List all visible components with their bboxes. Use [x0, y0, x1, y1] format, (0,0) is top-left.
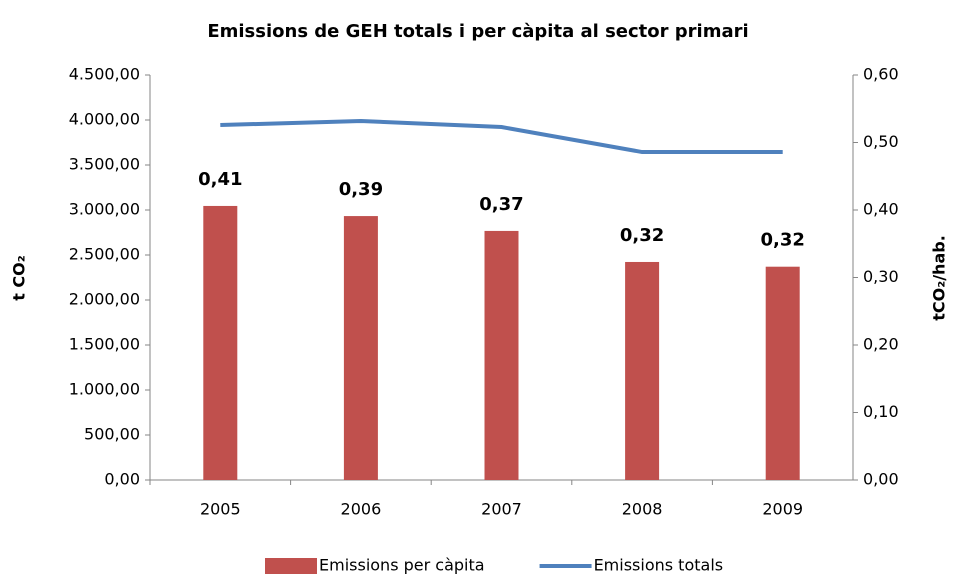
- y-tick-label: 3.000,00: [69, 200, 140, 219]
- bar: [625, 261, 660, 480]
- x-tick-label: 2005: [200, 500, 241, 519]
- y-tick-label: 1.000,00: [69, 380, 140, 399]
- y-tick-label: 0,00: [104, 470, 140, 489]
- y-tick-label: 2.500,00: [69, 245, 140, 264]
- y-tick-label: 1.500,00: [69, 335, 140, 354]
- x-tick-label: 2006: [341, 500, 382, 519]
- y2-tick-label: 0,40: [863, 200, 899, 219]
- y2-tick-label: 0,60: [863, 65, 899, 84]
- y2-tick-label: 0,50: [863, 132, 899, 151]
- bar: [484, 230, 519, 480]
- line: [220, 118, 783, 155]
- legend-swatch: [265, 558, 317, 574]
- x-tick-label: 2008: [622, 500, 663, 519]
- data-label: 0,41: [198, 169, 242, 190]
- chart-title: Emissions de GEH totals i per càpita al …: [207, 21, 748, 42]
- data-label: 0,39: [339, 179, 383, 200]
- x-tick-label: 2007: [481, 500, 522, 519]
- data-label: 0,32: [760, 230, 804, 251]
- y-tick-label: 500,00: [84, 425, 140, 444]
- y-tick-label: 2.000,00: [69, 290, 140, 309]
- data-label: 0,37: [479, 194, 523, 215]
- data-label: 0,32: [620, 225, 664, 246]
- y-tick-label: 4.500,00: [69, 65, 140, 84]
- legend-label: Emissions per càpita: [319, 556, 485, 575]
- y2-tick-label: 0,20: [863, 335, 899, 354]
- y-tick-label: 4.000,00: [69, 110, 140, 129]
- y-axis-title: t CO₂: [10, 255, 29, 301]
- y2-tick-label: 0,30: [863, 267, 899, 286]
- bar: [343, 216, 378, 480]
- legend-label: Emissions totals: [594, 556, 724, 575]
- y2-tick-label: 0,00: [863, 470, 899, 489]
- y2-axis-title: tCO₂/hab.: [930, 235, 949, 321]
- x-tick-label: 2009: [762, 500, 803, 519]
- y2-tick-label: 0,10: [863, 402, 899, 421]
- y-tick-label: 3.500,00: [69, 155, 140, 174]
- bar: [203, 205, 238, 480]
- bar: [765, 266, 800, 480]
